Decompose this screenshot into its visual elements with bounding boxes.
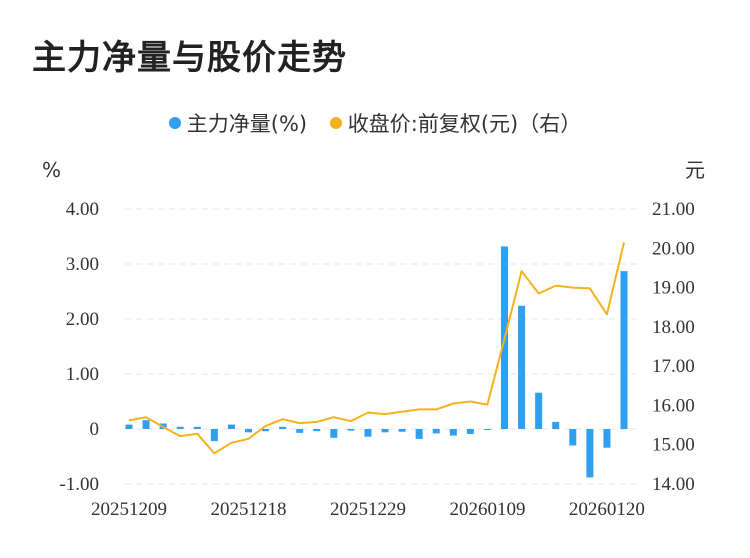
net-volume-bar bbox=[586, 429, 594, 478]
net-volume-bar bbox=[176, 426, 184, 429]
right-axis-tick-label: 18.00 bbox=[652, 317, 695, 338]
net-volume-bar bbox=[620, 271, 628, 429]
net-volume-bar bbox=[415, 429, 423, 439]
right-axis-tick-label: 16.00 bbox=[652, 395, 695, 416]
legend-item-net-volume[interactable]: 主力净量(%) bbox=[168, 108, 308, 138]
right-axis-tick-label: 19.00 bbox=[652, 278, 695, 299]
right-axis-tick-label: 15.00 bbox=[652, 435, 695, 456]
net-volume-bar bbox=[483, 429, 491, 430]
left-axis-tick-label: -1.00 bbox=[59, 474, 99, 495]
legend-marker-net-volume bbox=[168, 117, 181, 129]
right-axis-tick-label: 14.00 bbox=[652, 474, 695, 495]
net-volume-bar bbox=[398, 429, 406, 432]
net-volume-bar bbox=[142, 420, 150, 429]
left-axis-tick-label: 3.00 bbox=[66, 254, 99, 275]
net-volume-bar bbox=[552, 421, 560, 429]
x-axis-tick-label: 20251229 bbox=[330, 499, 406, 520]
net-volume-bar bbox=[449, 429, 457, 436]
net-volume-bar bbox=[535, 392, 543, 429]
net-volume-bar bbox=[466, 429, 474, 434]
left-axis-tick-label: 1.00 bbox=[66, 364, 99, 385]
net-volume-bar bbox=[262, 429, 270, 432]
legend-label-net-volume: 主力净量(%) bbox=[186, 112, 308, 136]
legend-marker-close-price bbox=[329, 117, 342, 129]
net-volume-bar bbox=[313, 429, 321, 432]
x-axis-tick-label: 20260109 bbox=[449, 499, 525, 520]
net-volume-bar bbox=[279, 426, 287, 429]
net-volume-bar bbox=[244, 429, 252, 433]
net-volume-bar bbox=[210, 429, 218, 442]
net-volume-bar bbox=[381, 429, 389, 433]
right-axis-tick-label: 20.00 bbox=[652, 238, 695, 259]
legend-item-close-price[interactable]: 收盘价:前复权(元)（右） bbox=[329, 108, 582, 138]
x-axis-tick-label: 20251218 bbox=[210, 499, 286, 520]
net-volume-bar bbox=[364, 429, 372, 437]
left-axis-tick-label: 0 bbox=[90, 419, 100, 440]
net-volume-bar bbox=[518, 305, 526, 429]
right-axis-tick-label: 17.00 bbox=[652, 356, 695, 377]
right-axis-tick-label: 21.00 bbox=[652, 199, 695, 220]
net-volume-bar bbox=[296, 429, 304, 433]
left-axis-tick-label: 2.00 bbox=[66, 309, 99, 330]
net-volume-bar bbox=[330, 429, 338, 438]
right-axis-unit: 元 bbox=[685, 158, 705, 182]
net-volume-bar bbox=[432, 429, 440, 434]
chart-title: 主力净量与股价走势 bbox=[32, 38, 347, 78]
net-volume-bar bbox=[347, 429, 355, 431]
net-volume-bar bbox=[569, 429, 577, 446]
close-price-line bbox=[128, 242, 625, 455]
legend-label-close-price: 收盘价:前复权(元)（右） bbox=[347, 112, 582, 136]
chart-legend: 主力净量(%) 收盘价:前复权(元)（右） bbox=[0, 108, 750, 138]
net-volume-bar bbox=[125, 424, 133, 429]
net-volume-bar bbox=[193, 426, 201, 429]
net-volume-bar bbox=[603, 429, 611, 448]
net-volume-bar bbox=[227, 424, 235, 429]
left-axis-tick-label: 4.00 bbox=[66, 199, 99, 220]
left-axis-unit: % bbox=[42, 158, 61, 182]
x-axis-tick-label: 20251209 bbox=[91, 499, 167, 520]
x-axis-tick-label: 20260120 bbox=[569, 499, 645, 520]
